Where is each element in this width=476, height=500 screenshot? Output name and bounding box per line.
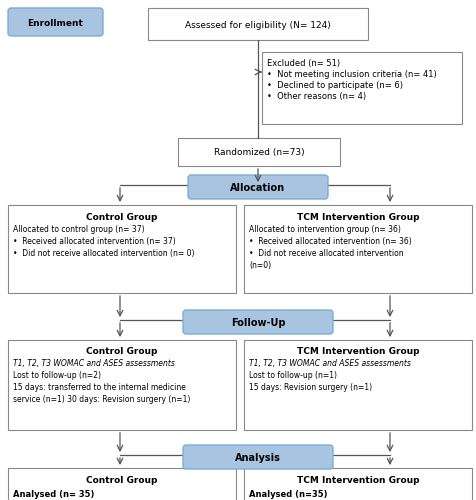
Text: Randomized (n=73): Randomized (n=73) [214, 148, 304, 158]
Text: •  Received allocated intervention (n= 36): • Received allocated intervention (n= 36… [249, 237, 412, 246]
FancyBboxPatch shape [188, 175, 328, 199]
Text: Lost to follow-up (n=1): Lost to follow-up (n=1) [249, 371, 337, 380]
Text: Allocation: Allocation [230, 183, 286, 193]
Text: 15 days: Revision surgery (n=1): 15 days: Revision surgery (n=1) [249, 383, 372, 392]
Text: Excluded (n= 51): Excluded (n= 51) [267, 59, 340, 68]
Text: service (n=1) 30 days: Revision surgery (n=1): service (n=1) 30 days: Revision surgery … [13, 395, 190, 404]
Text: Analysed (n=35): Analysed (n=35) [249, 490, 327, 499]
Text: •  Not meeting inclusion criteria (n= 41): • Not meeting inclusion criteria (n= 41) [267, 70, 437, 79]
FancyBboxPatch shape [183, 445, 333, 469]
Text: T1, T2, T3 WOMAC and ASES assessments: T1, T2, T3 WOMAC and ASES assessments [249, 359, 411, 368]
Text: Allocated to control group (n= 37): Allocated to control group (n= 37) [13, 225, 145, 234]
Text: •  Did not receive allocated intervention: • Did not receive allocated intervention [249, 249, 404, 258]
Bar [8, 205, 236, 293]
Text: Control Group: Control Group [86, 347, 158, 356]
Text: Assessed for eligibility (N= 124): Assessed for eligibility (N= 124) [185, 20, 331, 30]
Text: Control Group: Control Group [86, 213, 158, 222]
Text: (n=0): (n=0) [249, 261, 271, 270]
Text: •  Received allocated intervention (n= 37): • Received allocated intervention (n= 37… [13, 237, 176, 246]
Text: •  Did not receive allocated intervention (n= 0): • Did not receive allocated intervention… [13, 249, 195, 258]
Text: Lost to follow-up (n=2): Lost to follow-up (n=2) [13, 371, 101, 380]
FancyBboxPatch shape [183, 310, 333, 334]
Text: TCM Intervention Group: TCM Intervention Group [297, 476, 419, 485]
Bar [262, 52, 462, 124]
Text: Follow-Up: Follow-Up [231, 318, 285, 328]
Text: Enrollment: Enrollment [28, 18, 83, 28]
FancyBboxPatch shape [8, 8, 103, 36]
Text: 15 days: transferred to the internal medicine: 15 days: transferred to the internal med… [13, 383, 186, 392]
Bar [244, 205, 472, 293]
Text: T1, T2, T3 WOMAC and ASES assessments: T1, T2, T3 WOMAC and ASES assessments [13, 359, 175, 368]
Text: Analysis: Analysis [235, 453, 281, 463]
Bar [178, 138, 340, 166]
Bar [8, 468, 236, 500]
Text: Analysed (n= 35): Analysed (n= 35) [13, 490, 94, 499]
Text: TCM Intervention Group: TCM Intervention Group [297, 213, 419, 222]
Text: Allocated to intervention group (n= 36): Allocated to intervention group (n= 36) [249, 225, 401, 234]
Bar [148, 8, 368, 40]
Bar [244, 340, 472, 430]
Bar [8, 340, 236, 430]
Text: Control Group: Control Group [86, 476, 158, 485]
Text: TCM Intervention Group: TCM Intervention Group [297, 347, 419, 356]
Text: •  Declined to participate (n= 6): • Declined to participate (n= 6) [267, 81, 403, 90]
Bar [244, 468, 472, 500]
Text: •  Other reasons (n= 4): • Other reasons (n= 4) [267, 92, 366, 101]
